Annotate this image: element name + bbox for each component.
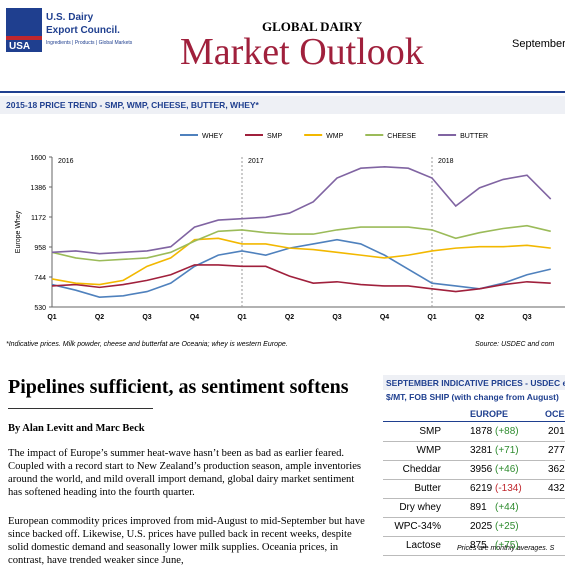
y-tick-label: 1386 [30,185,46,192]
y-tick-label: 1600 [30,155,46,162]
legend-label: BUTTER [460,133,488,140]
series-line [51,224,551,262]
row-label: Dry whey [399,502,441,513]
table-row: Cheddar 3956 (+46) 362 [383,460,565,480]
legend-label: CHEESE [387,133,416,140]
price: 891 [470,502,487,513]
year-label: 2017 [248,158,264,165]
logo-line: Export Council. [46,25,120,36]
byline: By Alan Levitt and Marc Beck [8,423,145,434]
header-row [383,407,565,422]
logo-line: U.S. Dairy [46,12,94,23]
change: (+25) [495,521,519,532]
x-tick-label: Q4 [190,314,199,321]
table-row: WMP 3281 (+71) 277 [383,441,565,461]
legend-label: WHEY [202,133,223,140]
x-tick-label: Q3 [522,314,531,321]
x-tick-label: Q3 [332,314,341,321]
row-label: WPC-34% [394,521,441,532]
paragraph: European commodity prices improved from … [8,516,365,566]
column-header: OCE [545,409,565,419]
year-label: 2018 [438,158,454,165]
logo-box: USA [6,8,42,52]
y-tick-label: 958 [34,245,46,252]
chart: WHEY SMP WMP CHEESE BUTTER 530 744 958 1172 1386 1… [15,133,565,321]
paragraph: The impact of Europe’s summer heat-wave … [8,448,362,498]
price: 277 [548,445,565,456]
logo-usa: USA [9,41,31,52]
date: September [512,38,565,50]
chart-title: 2015-18 PRICE TREND - SMP, WMP, CHEESE, … [6,100,259,110]
table-row: Lactose 875 (+75) [383,536,565,556]
column-header: EUROPE [470,409,509,419]
price: 1878 [470,426,493,437]
chart-source: Source: USDEC and com [475,341,555,348]
x-tick-label: Q2 [95,314,104,321]
x-tick-label: Q2 [475,314,484,321]
chart-note: *Indicative prices. Milk powder, cheese … [6,341,288,348]
price: 3956 [470,464,493,475]
x-tick-label: Q1 [237,314,246,321]
change: (+44) [495,502,519,513]
legend-label: SMP [267,133,283,140]
price: 201 [548,426,565,437]
kicker: GLOBAL DAIRY [262,19,363,34]
series-line [51,264,551,293]
rule [8,408,153,409]
headline: Pipelines sufficient, as sentiment softe… [8,376,349,398]
row-label: Lactose [405,540,441,551]
rule [0,91,565,93]
price: 6219 [470,483,493,494]
table-row: SMP 1878 (+88) 201 [383,422,565,442]
price: 3281 [470,445,493,456]
series-line [51,238,551,298]
table-row: Butter 6219 (-134) 432 [383,479,565,499]
row-label: Butter [414,483,441,494]
table-bar [383,375,565,390]
table-row: Dry whey 891 (+44) [383,498,565,518]
change: (+88) [495,426,519,437]
change: (+46) [495,464,519,475]
section-bar [0,96,565,114]
y-tick-label: 744 [34,275,46,282]
y-axis-label: Europe Whey [15,210,22,253]
price: 2025 [470,521,493,532]
x-tick-label: Q4 [380,314,389,321]
row-label: SMP [419,426,441,437]
x-tick-label: Q3 [142,314,151,321]
price: 875 [470,540,487,551]
change: (-134) [495,483,522,494]
y-tick-label: 1172 [31,215,46,222]
row-label: Cheddar [402,464,441,475]
table-row: WPC-34% 2025 (+25) [383,517,565,537]
legend-label: WMP [326,133,343,140]
table-subtitle: $/MT, FOB SHIP (with change from August) [386,392,559,402]
change: (+75) [495,540,519,551]
table-footnote: Prices are monthly averages. S [457,545,555,552]
year-label: 2016 [58,158,74,165]
series-line [51,237,551,286]
change: (+71) [495,445,519,456]
x-tick-label: Q1 [427,314,436,321]
y-tick-label: 530 [34,305,46,312]
price: 362 [548,464,565,475]
logo-tagline: Ingredients | Products | Global Markets [46,40,133,46]
series-line [51,166,552,255]
title: Market Outlook [180,31,424,73]
x-tick-label: Q2 [285,314,294,321]
x-tick-label: Q1 [47,314,56,321]
row-label: WMP [416,445,441,456]
price: 432 [548,483,565,494]
table-title: SEPTEMBER INDICATIVE PRICES - USDEC e [386,378,565,388]
